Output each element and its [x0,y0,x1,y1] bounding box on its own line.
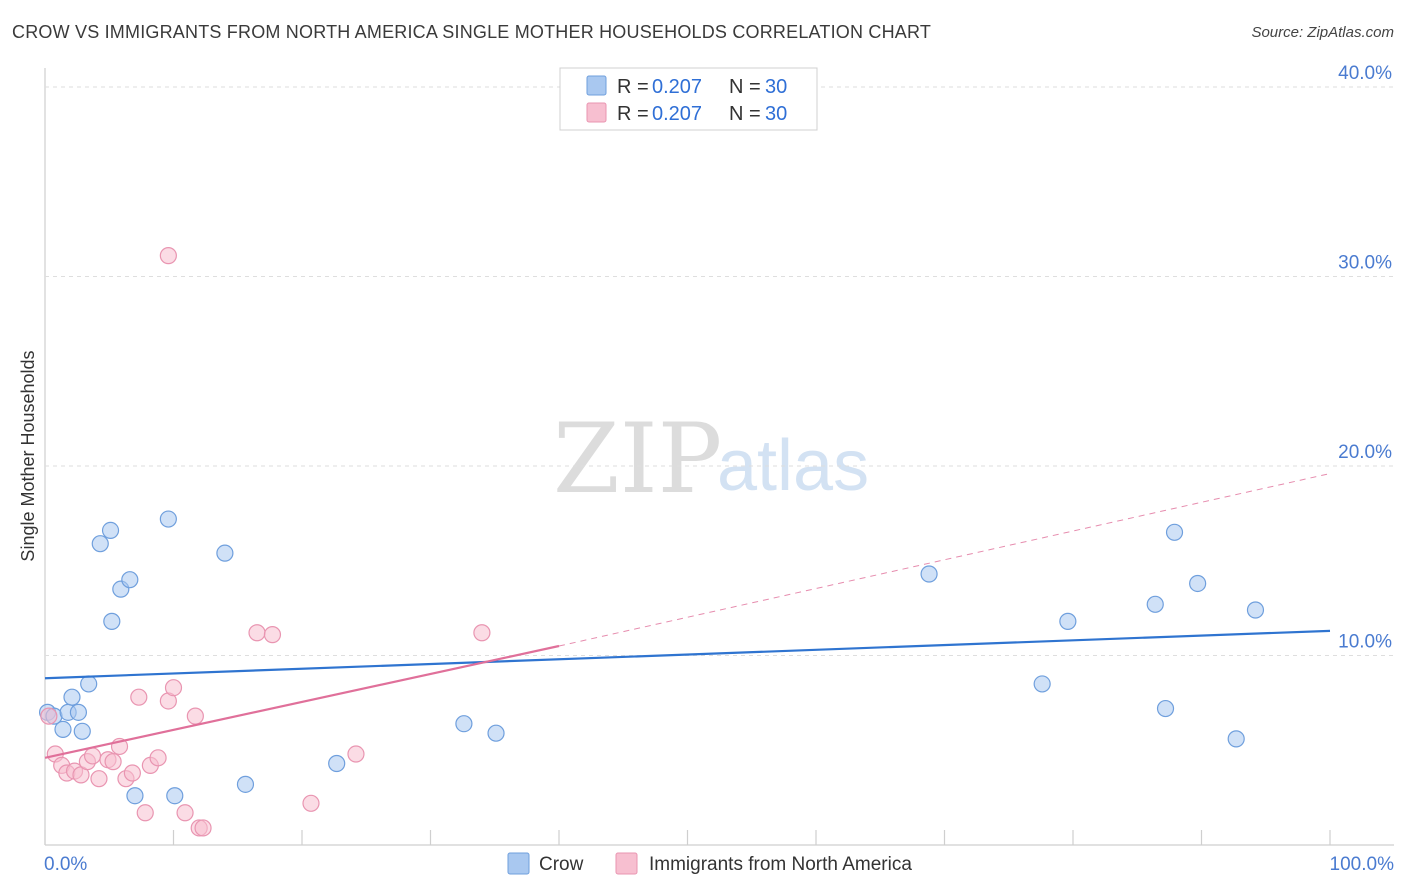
chart-title: CROW VS IMMIGRANTS FROM NORTH AMERICA SI… [12,22,932,42]
crow-point-19 [455,715,473,733]
y-tick-label-20: 20.0% [1338,442,1392,463]
immigrants-point-19 [159,247,177,265]
legend-bottom-swatch-immigrants [615,852,638,875]
immigrants-point-14 [130,688,148,706]
crow-point-27 [1189,574,1207,593]
trend-line-1 [44,644,560,759]
immigrants-point-22 [186,707,204,725]
crow-point-18 [328,754,346,773]
immigrants-point-29 [473,624,491,642]
crow-point-9 [101,521,120,540]
legend-bottom: Crow Immigrants from North America [507,852,912,875]
x-tick-label-min: 0.0% [44,854,87,875]
crow-point-26 [1165,523,1184,541]
immigrants-point-10 [104,753,122,771]
y-tick-label-30: 30.0% [1338,252,1392,273]
crow-point-8 [91,535,109,553]
legend-n-label-crow: N = [729,76,761,98]
legend-bottom-label-crow: Crow [539,854,584,875]
crow-point-4 [63,688,81,706]
legend-r-value-immigrants: 0.207 [652,103,702,125]
crow-point-14 [159,510,177,528]
crow-point-6 [73,722,91,740]
grid-lines [45,86,1394,656]
crow-point-21 [920,565,938,583]
immigrants-point-8 [90,770,108,788]
legend-bottom-label-immigrants: Immigrants from North America [649,854,912,875]
crow-point-24 [1146,595,1164,613]
crow-point-12 [121,571,139,589]
immigrants-point-17 [149,749,167,767]
crow-point-22 [1033,675,1051,693]
crow-point-13 [126,787,144,805]
y-tick-label-40: 40.0% [1338,63,1392,84]
legend-swatch-immigrants [586,102,607,123]
immigrants-point-26 [263,626,282,644]
data-points [38,247,1265,837]
crow-point-2 [54,720,72,738]
crow-point-17 [236,775,255,793]
trend-line-0 [44,629,1331,680]
crow-point-20 [487,724,505,742]
immigrants-point-21 [176,804,194,822]
crow-point-5 [69,703,88,721]
crow-point-25 [1156,699,1175,718]
legend-n-value-immigrants: 30 [765,103,787,125]
immigrants-point-20 [164,679,183,697]
watermark-zip: ZIP [553,403,722,515]
immigrants-point-0 [40,707,58,725]
y-tick-labels: 10.0% 20.0% 30.0% 40.0% [1338,63,1392,653]
crow-point-16 [216,544,234,562]
legend-r-value-crow: 0.207 [652,76,702,98]
y-tick-label-10: 10.0% [1338,631,1392,652]
crow-point-23 [1059,612,1077,630]
crow-point-7 [80,675,98,693]
immigrants-point-27 [302,794,320,812]
immigrants-point-25 [248,624,266,642]
immigrants-point-28 [347,745,365,763]
immigrants-point-15 [136,804,154,822]
legend-swatch-crow [586,75,607,96]
crow-point-15 [166,787,184,805]
legend-r-label-crow: R = [617,76,649,98]
legend-r-label-immigrants: R = [617,103,649,125]
chart-source: Source: ZipAtlas.com [1251,24,1394,41]
crow-point-29 [1246,601,1265,619]
crow-point-10 [103,612,121,630]
immigrants-point-24 [194,819,212,837]
legend-n-value-crow: 30 [765,76,787,98]
legend-bottom-swatch-crow [507,852,530,875]
x-tick-label-max: 100.0% [1330,854,1395,875]
legend-n-label-immigrants: N = [729,103,761,125]
immigrants-point-7 [83,747,102,765]
x-ticks [44,830,1331,845]
y-axis-label: Single Mother Households [18,350,38,561]
legend-top: R = 0.207 N = 30 R = 0.207 N = 30 [559,67,818,131]
immigrants-point-13 [123,764,141,782]
crow-point-28 [1227,730,1245,748]
